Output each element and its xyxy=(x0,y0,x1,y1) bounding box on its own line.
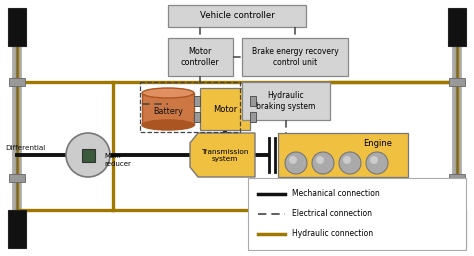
Text: Motor: Motor xyxy=(213,104,237,113)
FancyBboxPatch shape xyxy=(449,174,465,182)
Circle shape xyxy=(316,156,324,164)
Text: Engine: Engine xyxy=(364,138,392,147)
FancyBboxPatch shape xyxy=(8,210,26,248)
FancyBboxPatch shape xyxy=(248,178,466,250)
FancyBboxPatch shape xyxy=(142,93,194,125)
Text: Vehicle controller: Vehicle controller xyxy=(200,12,274,20)
FancyBboxPatch shape xyxy=(448,210,466,248)
FancyBboxPatch shape xyxy=(449,78,465,86)
FancyBboxPatch shape xyxy=(194,112,200,122)
Circle shape xyxy=(343,156,351,164)
FancyBboxPatch shape xyxy=(8,8,26,46)
Text: Hydraulic connection: Hydraulic connection xyxy=(292,229,373,239)
Circle shape xyxy=(339,152,361,174)
FancyBboxPatch shape xyxy=(168,5,306,27)
Ellipse shape xyxy=(142,120,194,130)
Circle shape xyxy=(366,152,388,174)
Circle shape xyxy=(289,156,297,164)
Circle shape xyxy=(370,156,378,164)
Text: Battery: Battery xyxy=(153,106,183,115)
FancyBboxPatch shape xyxy=(242,82,330,120)
FancyBboxPatch shape xyxy=(194,96,200,106)
Text: Mechanical connection: Mechanical connection xyxy=(292,189,380,198)
Text: Differential: Differential xyxy=(5,145,45,151)
Text: Electrical connection: Electrical connection xyxy=(292,209,372,219)
Text: Hydraulic
braking system: Hydraulic braking system xyxy=(256,91,316,111)
Text: Motor
controller: Motor controller xyxy=(181,47,219,67)
FancyBboxPatch shape xyxy=(278,133,408,177)
Text: Brake energy recovery
control unit: Brake energy recovery control unit xyxy=(252,47,338,67)
Text: Main
reducer: Main reducer xyxy=(104,154,131,166)
FancyBboxPatch shape xyxy=(242,38,348,76)
FancyBboxPatch shape xyxy=(448,8,466,46)
FancyBboxPatch shape xyxy=(9,174,25,182)
Ellipse shape xyxy=(142,88,194,98)
Circle shape xyxy=(285,152,307,174)
FancyBboxPatch shape xyxy=(200,88,250,130)
FancyBboxPatch shape xyxy=(250,96,256,106)
FancyBboxPatch shape xyxy=(82,149,95,162)
Circle shape xyxy=(66,133,110,177)
FancyBboxPatch shape xyxy=(9,78,25,86)
FancyBboxPatch shape xyxy=(250,112,256,122)
Text: Transmission
system: Transmission system xyxy=(201,148,249,162)
Polygon shape xyxy=(190,133,255,177)
FancyBboxPatch shape xyxy=(168,38,233,76)
Circle shape xyxy=(312,152,334,174)
